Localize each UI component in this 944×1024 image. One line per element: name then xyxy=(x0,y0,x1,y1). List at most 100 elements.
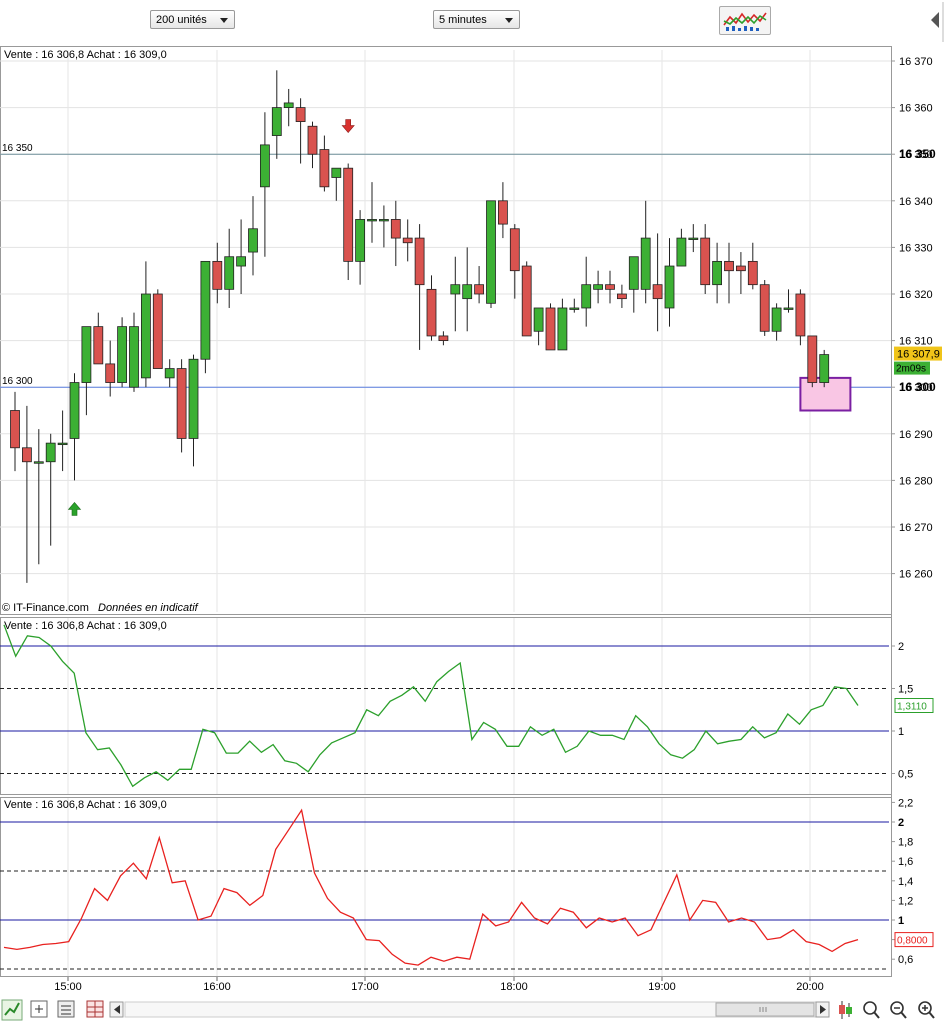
candle xyxy=(140,261,151,388)
y-tick-label: 1,8 xyxy=(898,837,913,849)
candle xyxy=(759,280,770,336)
y-tick-label: 16 330 xyxy=(899,242,933,254)
y-tick-label: 1 xyxy=(898,915,904,927)
candle-body xyxy=(33,461,44,464)
candle-body xyxy=(188,358,199,439)
indicators-button[interactable] xyxy=(719,6,771,35)
y-tick-label: 1,5 xyxy=(898,684,913,696)
candle-body xyxy=(712,260,722,286)
candle-body xyxy=(10,410,20,449)
candle xyxy=(474,266,485,304)
candle-body xyxy=(307,125,318,155)
y-tick-label: 1 xyxy=(898,726,904,738)
zoom-out-icon[interactable] xyxy=(890,1001,907,1019)
scrollbar-thumb[interactable] xyxy=(715,1002,815,1017)
y-tick-label: 1,4 xyxy=(898,876,913,888)
buy-arrow-icon xyxy=(67,501,82,516)
bottom-toolbar xyxy=(0,997,944,1024)
candle xyxy=(521,261,532,337)
y-tick-label: 1,2 xyxy=(898,895,913,907)
candle-body xyxy=(771,307,782,332)
candle-body xyxy=(45,442,56,463)
candle xyxy=(724,242,734,304)
candle xyxy=(200,260,211,374)
candle xyxy=(569,298,580,313)
countdown-badge xyxy=(894,361,930,375)
y-tick-label: 1,6 xyxy=(898,856,913,868)
candle xyxy=(93,312,104,365)
units-select-value: 200 unités xyxy=(156,14,207,26)
target-zone-box xyxy=(799,376,852,412)
candle xyxy=(771,303,782,341)
candle xyxy=(640,200,651,304)
interval-select[interactable]: 5 minutes xyxy=(433,10,520,29)
candle xyxy=(367,182,377,243)
y-tick-label: 0,6 xyxy=(898,954,913,966)
candle xyxy=(795,289,806,346)
candle-body xyxy=(343,167,354,262)
candle-body xyxy=(117,326,127,383)
interval-select-value: 5 minutes xyxy=(439,14,487,26)
candle xyxy=(283,88,294,127)
scroll-right-button[interactable] xyxy=(815,1001,830,1018)
last-value-badge xyxy=(894,932,934,948)
candle-body xyxy=(57,442,68,446)
candle xyxy=(176,359,187,453)
indicator1-panel-info: Vente : 16 306,8 Achat : 16 309,0 xyxy=(4,620,167,632)
candle-body xyxy=(450,284,461,295)
level-line-label: 16 350 xyxy=(2,143,33,154)
candle-body xyxy=(676,237,687,267)
y-tick-label: 16 280 xyxy=(899,475,933,487)
candle-body xyxy=(795,293,806,337)
candle-body xyxy=(462,284,473,300)
level-line-label: 16 300 xyxy=(2,376,33,387)
zoom-fit-icon[interactable] xyxy=(30,1000,48,1018)
x-tick-label: 19:00 xyxy=(648,981,676,993)
candle xyxy=(783,289,794,313)
candle xyxy=(450,256,461,332)
candle-body xyxy=(414,237,425,286)
candle xyxy=(652,233,663,332)
candle xyxy=(438,331,449,346)
units-select[interactable]: 200 unités xyxy=(150,10,235,29)
candle-body xyxy=(474,284,485,295)
candle-body xyxy=(259,144,270,188)
level-axis-label: 16 350 xyxy=(899,147,936,161)
candle xyxy=(105,340,116,397)
y-tick-label: 2 xyxy=(898,817,904,829)
candle xyxy=(248,196,258,276)
candle-body xyxy=(724,260,734,272)
candle-body xyxy=(200,260,211,360)
table-icon[interactable] xyxy=(86,1000,104,1018)
indicator-series-line xyxy=(3,624,859,788)
candle-body xyxy=(105,363,116,383)
candle-body xyxy=(248,228,258,253)
candle xyxy=(69,373,80,481)
candle-body xyxy=(271,107,282,136)
candle-body xyxy=(164,368,175,379)
candle-body xyxy=(593,284,603,290)
candle xyxy=(81,326,92,416)
candle xyxy=(117,317,127,388)
candle-body xyxy=(688,237,699,240)
candle-body xyxy=(783,307,794,310)
main-panel-info: Vente : 16 306,8 Achat : 16 309,0 xyxy=(4,49,167,61)
candle xyxy=(188,354,199,467)
y-tick-label: 16 290 xyxy=(899,429,933,441)
chart-style-icon[interactable] xyxy=(1,999,23,1021)
candle-body xyxy=(664,265,675,309)
scroll-left-button[interactable] xyxy=(109,1001,124,1018)
zoom-reset-icon[interactable] xyxy=(863,1001,880,1019)
candle xyxy=(152,289,163,369)
candle-body xyxy=(355,219,366,262)
y-tick-label: 16 320 xyxy=(899,289,933,301)
toolbar-scroll-right[interactable] xyxy=(917,0,944,44)
settings-icon[interactable] xyxy=(57,1000,75,1018)
zoom-in-icon[interactable] xyxy=(918,1001,935,1019)
level-axis-label: 16 300 xyxy=(899,380,936,394)
candle-body xyxy=(617,293,627,300)
candlestick-icon[interactable] xyxy=(839,1001,852,1019)
countdown-label: 2m09s xyxy=(896,364,926,375)
candle-body xyxy=(295,107,306,122)
